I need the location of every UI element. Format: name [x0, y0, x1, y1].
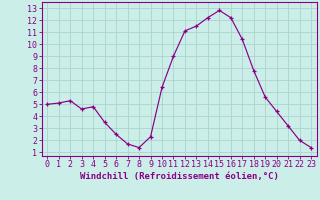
X-axis label: Windchill (Refroidissement éolien,°C): Windchill (Refroidissement éolien,°C) — [80, 172, 279, 181]
